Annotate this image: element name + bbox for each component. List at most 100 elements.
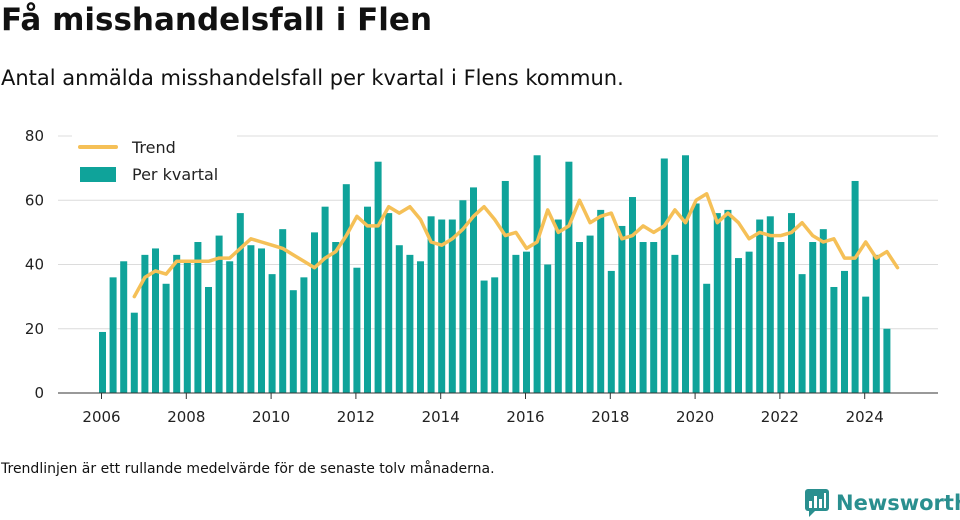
bar (332, 242, 340, 393)
x-tick-label: 2022 (761, 408, 799, 426)
bar (480, 280, 488, 393)
bar (597, 209, 605, 393)
page-subtitle: Antal anmälda misshandelsfall per kvarta… (1, 66, 624, 90)
y-tick-label: 60 (25, 191, 44, 209)
footnote: Trendlinjen är ett rullande medelvärde f… (1, 461, 495, 477)
bar (321, 206, 329, 393)
x-tick-label: 2012 (337, 408, 375, 426)
bar (650, 242, 658, 393)
bar (501, 180, 509, 393)
bar (99, 331, 106, 393)
y-tick-label: 40 (25, 256, 44, 274)
bar (841, 270, 848, 393)
x-tick-label: 2020 (676, 408, 714, 426)
bar (459, 200, 467, 393)
bar (427, 216, 435, 393)
bar (883, 328, 891, 393)
bar (565, 161, 573, 393)
y-tick-label: 0 (34, 384, 44, 402)
bar (703, 283, 711, 393)
bar (205, 286, 212, 393)
bar (406, 254, 414, 393)
bar (671, 254, 679, 393)
bar (162, 283, 170, 393)
x-tick-label: 2006 (82, 408, 120, 426)
bar (756, 219, 764, 393)
bar (586, 235, 594, 393)
bar (862, 296, 870, 393)
bar (395, 245, 403, 393)
bar (385, 213, 393, 393)
trend-series (132, 192, 900, 299)
bar (470, 187, 477, 393)
x-tick-label: 2024 (846, 408, 884, 426)
bar (353, 267, 361, 393)
x-tick-label: 2016 (506, 408, 544, 426)
legend-label-trend: Trend (131, 138, 176, 157)
bar (798, 274, 806, 393)
bar (576, 242, 583, 393)
bar (311, 232, 318, 393)
bar (554, 219, 562, 393)
brand-logo: Newsworthy (804, 488, 960, 518)
bar (660, 158, 668, 393)
bar (215, 235, 223, 393)
bar (777, 242, 785, 393)
x-tick-label: 2014 (422, 408, 460, 426)
bar (183, 261, 191, 393)
x-tick-label: 2008 (167, 408, 205, 426)
bar (713, 213, 721, 393)
bar (639, 242, 647, 393)
axes: 0 20 40 60 80 2006 2008 2010 2012 2014 2016 2018 202… (25, 127, 938, 426)
bar (544, 264, 552, 393)
bar (448, 219, 456, 393)
bar (364, 206, 371, 393)
bar (533, 155, 541, 393)
bar (130, 312, 138, 393)
bar (258, 248, 265, 393)
bar (618, 225, 626, 393)
bar (120, 261, 128, 393)
x-tick-label: 2010 (252, 408, 290, 426)
bar (724, 209, 732, 393)
legend-bar-swatch (80, 167, 116, 182)
newsworthy-logo-icon (805, 489, 829, 517)
bar (289, 290, 297, 393)
bar (766, 216, 774, 393)
bar (745, 251, 753, 393)
bar (872, 254, 880, 393)
bar (830, 286, 838, 393)
bar (300, 277, 308, 393)
bar (851, 180, 859, 393)
bar (109, 277, 117, 393)
bar (607, 270, 615, 393)
bar (523, 251, 530, 393)
bar (141, 254, 149, 393)
bar-series (99, 155, 891, 393)
bar (819, 229, 827, 393)
bar (809, 242, 817, 393)
bar (279, 229, 287, 393)
bar (236, 213, 244, 393)
bar (152, 248, 159, 393)
bar (438, 219, 446, 393)
bar (735, 258, 742, 393)
bar (629, 197, 636, 393)
bar (417, 261, 424, 393)
legend: Trend Per kvartal (72, 134, 237, 190)
bar (173, 254, 181, 393)
bar (682, 155, 689, 393)
bar (374, 161, 382, 393)
bar (692, 203, 700, 393)
bar (247, 245, 255, 393)
bar (342, 184, 350, 393)
bar (226, 261, 234, 393)
y-tick-label: 20 (25, 320, 44, 338)
x-tick-label: 2018 (591, 408, 629, 426)
bar (512, 254, 520, 393)
legend-label-per-kvartal: Per kvartal (132, 165, 218, 184)
y-tick-label: 80 (25, 127, 44, 145)
trend-line (132, 192, 900, 299)
bar (194, 242, 202, 393)
